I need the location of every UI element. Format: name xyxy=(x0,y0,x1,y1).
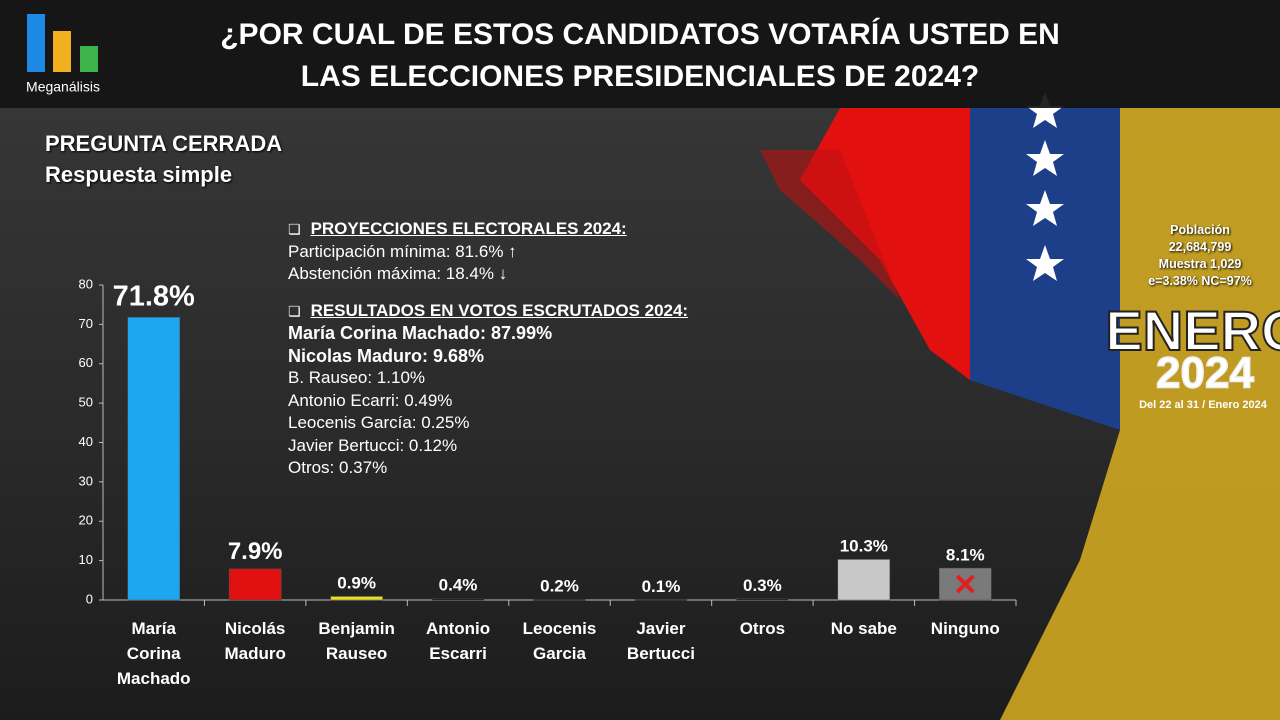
bar xyxy=(634,599,688,601)
result-line: Otros: 0.37% xyxy=(288,458,388,477)
value-label: 8.1% xyxy=(946,545,985,564)
title: ¿POR CUAL DE ESTOS CANDIDATOS VOTARÍA US… xyxy=(150,14,1130,98)
header-bar xyxy=(0,0,1280,108)
value-label: 10.3% xyxy=(840,537,888,556)
stars xyxy=(1026,92,1064,281)
x-tick-label: Leocenis Garcia xyxy=(522,619,597,663)
bar xyxy=(837,559,891,601)
bar xyxy=(736,598,789,601)
cross-icon xyxy=(955,574,975,594)
bar xyxy=(431,598,485,601)
bar xyxy=(228,568,282,601)
sample-line: 22,684,799 xyxy=(1168,240,1232,254)
result-line: Javier Bertucci: 0.12% xyxy=(288,435,458,455)
question-type-line: PREGUNTA CERRADA xyxy=(45,131,283,156)
result-line: Antonio Ecarri: 0.49% xyxy=(288,390,453,410)
period-month: ENERO xyxy=(1105,299,1280,362)
x-tick-label: Ninguno xyxy=(930,619,1000,638)
value-label: 0.3% xyxy=(743,576,782,595)
value-label: 0.2% xyxy=(540,576,579,595)
y-tick-label: 40 xyxy=(79,434,93,449)
flag-decoration xyxy=(760,92,1280,720)
x-tick-label: Antonio Escarri xyxy=(425,619,491,663)
title-line: ¿POR CUAL DE ESTOS CANDIDATOS VOTARÍA US… xyxy=(220,18,1060,51)
question-type: PREGUNTA CERRADA Respuesta simple xyxy=(45,128,282,190)
period-year: 2024 xyxy=(1156,349,1254,398)
projection-line: Participación mínima: 81.6% ↑ xyxy=(288,241,517,261)
value-label: 7.9% xyxy=(228,538,283,565)
bar xyxy=(533,598,586,601)
result-line: Nicolas Maduro: 9.68% xyxy=(288,345,485,366)
sample-info: Población 22,684,799 Muestra 1,029 e=3.38% … xyxy=(1130,222,1270,290)
bar xyxy=(330,596,383,601)
sample-line: Población xyxy=(1170,223,1230,237)
projection-line: Abstención máxima: 18.4% ↓ xyxy=(288,264,508,283)
logo-text: Meganálisis xyxy=(26,79,100,95)
sample-line: Muestra 1,029 xyxy=(1158,257,1242,271)
value-label: 71.8% xyxy=(113,281,195,313)
y-tick-label: 20 xyxy=(79,513,93,528)
x-tick-label: Otros xyxy=(739,619,786,638)
y-tick-label: 50 xyxy=(79,395,93,410)
value-label: 0.1% xyxy=(642,577,681,596)
result-line: B. Rauseo: 1.10% xyxy=(288,368,426,387)
y-tick-label: 80 xyxy=(79,276,93,291)
projections-heading: PROYECCIONES ELECTORALES 2024: xyxy=(288,218,688,241)
period-dates: Del 22 al 31 / Enero 2024 xyxy=(1139,399,1268,411)
spacer xyxy=(288,286,688,300)
y-tick-label: 70 xyxy=(79,316,93,331)
x-tick-label: Nicolás Maduro xyxy=(224,619,286,663)
y-tick-label: 10 xyxy=(79,552,93,567)
results-heading: RESULTADOS EN VOTOS ESCRUTADOS 2024: xyxy=(288,300,689,323)
question-type-line: Respuesta simple xyxy=(45,162,233,187)
y-tick-label: 30 xyxy=(79,473,93,488)
x-tick-label: Benjamin Rauseo xyxy=(318,619,395,663)
value-label: 0.4% xyxy=(439,576,478,595)
result-line: María Corina Machado: 87.99% xyxy=(288,323,553,343)
x-tick-label: No sabe xyxy=(830,619,897,638)
title-line: LAS ELECCIONES PRESIDENCIALES DE 2024? xyxy=(300,60,980,93)
x-tick-label: María Corina Machado xyxy=(116,619,191,688)
bar xyxy=(127,317,180,601)
y-tick-label: 0 xyxy=(86,591,93,606)
result-line: Leocenis García: 0.25% xyxy=(288,413,470,432)
logo: Meganálisis xyxy=(26,14,100,95)
info-block: PROYECCIONES ELECTORALES 2024:Participac… xyxy=(288,218,688,480)
x-tick-label: Javier Bertucci xyxy=(626,619,695,663)
sample-line: e=3.38% NC=97% xyxy=(1148,274,1252,288)
y-tick-label: 60 xyxy=(79,355,93,370)
value-label: 0.9% xyxy=(337,574,376,593)
